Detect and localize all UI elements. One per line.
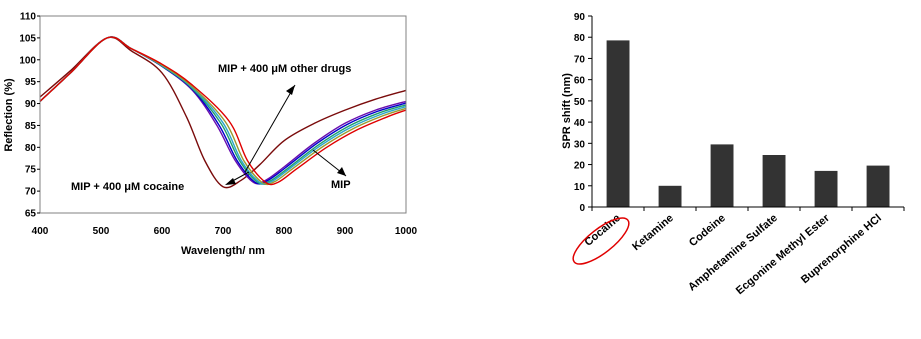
reflection-x-tick-label: 400 <box>32 226 49 237</box>
reflection-y-tick-label: 85 <box>25 121 37 132</box>
spr-y-tick-label: 90 <box>574 12 586 23</box>
annotation-other-drugs-arrowhead <box>286 85 295 95</box>
reflection-annotations: MIP + 400 μM other drugs MIP + 400 μM co… <box>71 63 351 193</box>
category-label-ketamine: Ketamine <box>630 212 676 253</box>
reflection-y-tick-label: 90 <box>25 99 37 110</box>
reflection-x-axis-title: Wavelength/ nm <box>181 245 265 257</box>
reflection-series-line-1 <box>39 36 407 189</box>
annotation-mip: MIP <box>331 179 351 191</box>
spr-bar-ketamine <box>658 185 682 207</box>
spr-bar-amphetamine-sulfate <box>762 155 786 207</box>
reflection-chart: 65 70 75 80 85 90 95 100 105 110 400 500… <box>3 12 418 258</box>
spr-shift-chart: 0 10 20 30 40 50 60 70 80 90 SPR shift (… <box>561 12 905 297</box>
reflection-y-tick-label: 75 <box>25 165 37 176</box>
spr-y-tick-marks <box>588 15 592 208</box>
spr-bar-codeine <box>710 144 734 207</box>
reflection-series-line-6 <box>39 36 407 186</box>
spr-y-tick-label: 50 <box>574 97 586 108</box>
reflection-y-axis-title: Reflection (%) <box>3 78 15 152</box>
reflection-series-line-7 <box>39 36 407 186</box>
reflection-series-line-3 <box>39 36 407 185</box>
reflection-y-tick-label: 65 <box>25 209 37 220</box>
category-label-codeine: Codeine <box>687 212 728 249</box>
reflection-y-tick-label: 110 <box>20 12 37 23</box>
reflection-x-tick-label: 600 <box>154 226 171 237</box>
reflection-x-tick-label: 800 <box>276 226 293 237</box>
spr-y-tick-label: 70 <box>574 54 586 65</box>
spr-y-axis-title: SPR shift (nm) <box>561 73 573 149</box>
spr-x-tick-marks <box>591 207 905 211</box>
reflection-y-tick-label: 100 <box>19 55 36 66</box>
spr-bar-cocaine <box>606 40 630 208</box>
annotation-other-drugs-arrow <box>244 84 296 173</box>
annotation-cocaine-arrowhead <box>225 178 236 185</box>
annotation-other-drugs: MIP + 400 μM other drugs <box>218 63 351 75</box>
reflection-y-tick-label: 105 <box>19 33 36 44</box>
reflection-series-line-4 <box>39 36 407 185</box>
cocaine-highlight-ellipse <box>572 217 630 265</box>
reflection-series-line-2 <box>39 36 407 185</box>
spr-y-tick-label: 10 <box>574 182 586 193</box>
reflection-y-tick-marks <box>37 15 40 214</box>
spr-y-tick-label: 80 <box>574 33 586 44</box>
annotation-cocaine: MIP + 400 μM cocaine <box>71 181 184 193</box>
reflection-series-group <box>39 36 407 189</box>
reflection-plot-frame <box>39 15 407 214</box>
spr-y-tick-labels: 0 10 20 30 40 50 60 70 80 90 <box>574 12 586 214</box>
category-label-ecgonine-methyl-ester: Ecgonine Methyl Ester <box>734 212 833 297</box>
reflection-y-tick-label: 70 <box>25 187 37 198</box>
reflection-x-tick-label: 500 <box>93 226 110 237</box>
spr-category-labels: Cocaine Ketamine Codeine Amphetamine Sul… <box>582 212 883 297</box>
reflection-x-tick-labels: 400 500 600 700 800 900 1000 <box>32 226 418 237</box>
reflection-y-tick-label: 80 <box>25 143 37 154</box>
spr-y-tick-label: 60 <box>574 76 586 87</box>
spr-y-tick-label: 20 <box>574 161 586 172</box>
spr-y-tick-label: 0 <box>579 203 585 214</box>
annotation-mip-arrowhead <box>337 167 346 176</box>
reflection-series-line-5 <box>39 36 407 185</box>
spr-bar-buprenorphine-hcl <box>866 165 890 207</box>
spr-bars-group <box>606 40 890 208</box>
category-label-amphetamine-sulfate: Amphetamine Sulfate <box>686 212 780 293</box>
spr-bar-ecgonine-methyl-ester <box>814 170 838 207</box>
reflection-y-tick-label: 95 <box>25 77 37 88</box>
reflection-x-tick-label: 900 <box>337 226 354 237</box>
reflection-x-tick-label: 700 <box>215 226 232 237</box>
spr-y-tick-label: 30 <box>574 139 586 150</box>
reflection-x-tick-label: 1000 <box>395 226 418 237</box>
reflection-y-tick-labels: 65 70 75 80 85 90 95 100 105 110 <box>19 12 36 220</box>
spr-y-tick-label: 40 <box>574 118 586 129</box>
